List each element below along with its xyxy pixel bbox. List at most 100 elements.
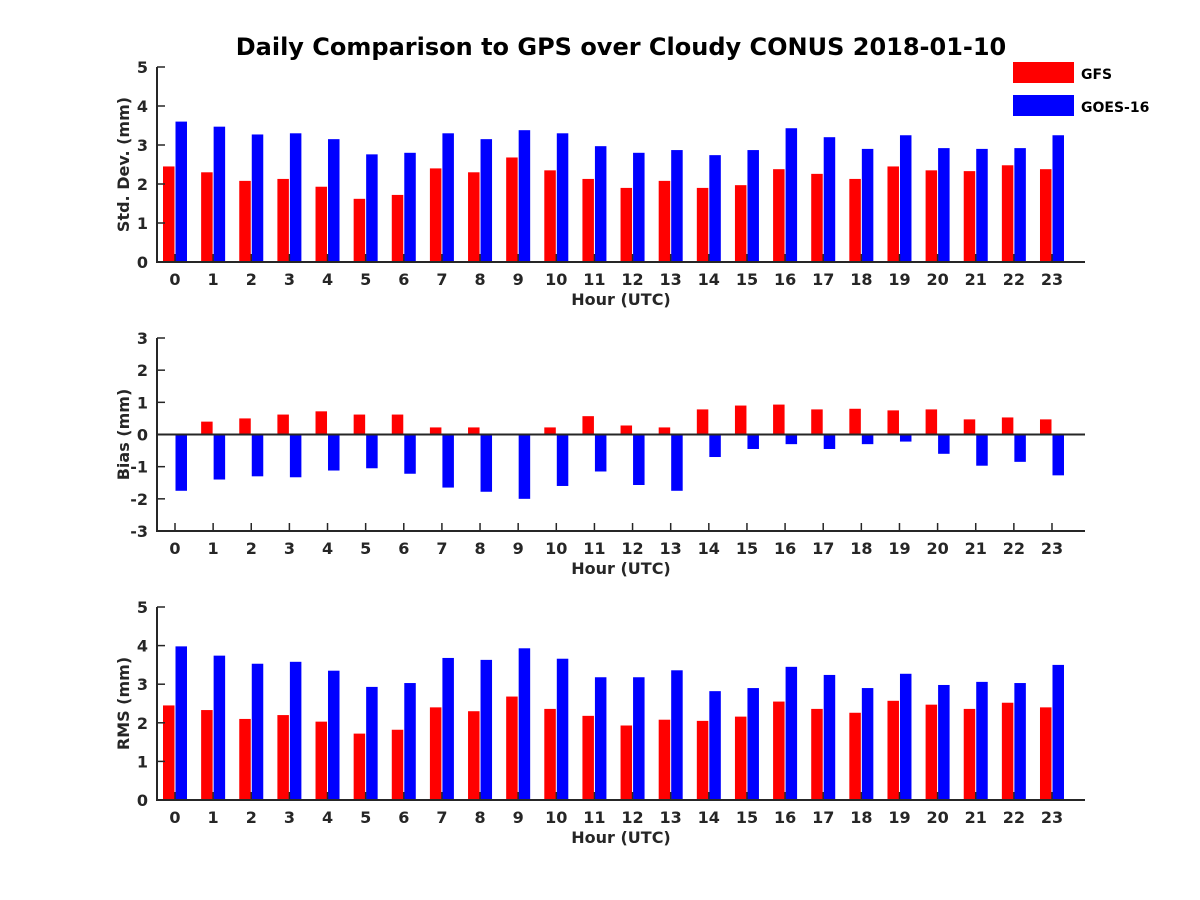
bar-goes16-h18 bbox=[861, 688, 874, 800]
bar-gfs-h16 bbox=[773, 404, 785, 435]
x-axis-label: Hour (UTC) bbox=[571, 290, 671, 309]
x-tick-label: 14 bbox=[698, 808, 720, 827]
bar-goes16-h8 bbox=[480, 139, 493, 262]
x-tick-label: 1 bbox=[208, 539, 219, 558]
bar-gfs-h1 bbox=[201, 172, 213, 262]
x-tick-label: 17 bbox=[812, 270, 834, 289]
bar-gfs-h5 bbox=[353, 198, 366, 262]
x-tick-label: 0 bbox=[169, 808, 180, 827]
bar-goes16-h12 bbox=[633, 152, 645, 262]
x-tick-label: 16 bbox=[774, 808, 796, 827]
bar-goes16-h15 bbox=[747, 434, 759, 449]
x-tick-label: 7 bbox=[436, 270, 447, 289]
bar-gfs-h13 bbox=[658, 180, 671, 262]
bar-gfs-h14 bbox=[696, 409, 709, 435]
y-tick-label: 4 bbox=[137, 637, 148, 656]
x-tick-label: 10 bbox=[545, 270, 567, 289]
x-tick-label: 4 bbox=[322, 270, 333, 289]
bar-goes16-h20 bbox=[938, 434, 950, 454]
x-tick-label: 0 bbox=[169, 539, 180, 558]
bar-goes16-h10 bbox=[556, 658, 569, 800]
x-tick-label: 6 bbox=[398, 808, 409, 827]
bar-goes16-h12 bbox=[633, 434, 645, 485]
bar-goes16-h16 bbox=[785, 666, 798, 800]
bar-gfs-h0 bbox=[163, 705, 175, 800]
bar-gfs-h13 bbox=[658, 719, 671, 800]
bar-gfs-h11 bbox=[582, 178, 594, 262]
x-tick-label: 22 bbox=[1003, 539, 1025, 558]
x-tick-label: 6 bbox=[398, 539, 409, 558]
x-tick-label: 19 bbox=[888, 539, 910, 558]
bar-goes16-h7 bbox=[442, 657, 454, 800]
bar-goes16-h12 bbox=[633, 677, 645, 800]
x-tick-label: 7 bbox=[436, 808, 447, 827]
x-tick-label: 23 bbox=[1041, 808, 1063, 827]
x-tick-label: 2 bbox=[246, 808, 257, 827]
legend-label-goes16: GOES-16 bbox=[1081, 100, 1149, 116]
bar-gfs-h7 bbox=[429, 707, 442, 800]
y-tick-label: 3 bbox=[137, 136, 148, 155]
bar-goes16-h19 bbox=[899, 673, 912, 800]
bar-gfs-h15 bbox=[734, 185, 747, 262]
bar-goes16-h22 bbox=[1014, 434, 1026, 462]
bar-gfs-h5 bbox=[353, 414, 366, 435]
bar-goes16-h17 bbox=[823, 434, 836, 449]
bar-gfs-h22 bbox=[1001, 417, 1014, 435]
x-tick-label: 8 bbox=[474, 539, 485, 558]
y-tick-label: 3 bbox=[137, 675, 148, 694]
bar-gfs-h19 bbox=[887, 410, 899, 435]
x-tick-label: 7 bbox=[436, 539, 447, 558]
bar-goes16-h17 bbox=[823, 137, 836, 262]
bar-goes16-h9 bbox=[518, 130, 531, 262]
bar-goes16-h11 bbox=[594, 146, 607, 262]
x-tick-label: 15 bbox=[736, 808, 758, 827]
bar-goes16-h13 bbox=[671, 434, 683, 491]
x-tick-label: 3 bbox=[284, 539, 295, 558]
bar-gfs-h11 bbox=[582, 715, 594, 800]
bar-goes16-h10 bbox=[556, 434, 569, 486]
bar-gfs-h1 bbox=[201, 421, 213, 435]
bar-goes16-h23 bbox=[1052, 664, 1064, 800]
bar-goes16-h8 bbox=[480, 434, 493, 492]
x-tick-label: 11 bbox=[583, 270, 605, 289]
y-tick-label: 5 bbox=[137, 598, 148, 617]
bar-goes16-h21 bbox=[976, 681, 988, 800]
x-tick-label: 22 bbox=[1003, 808, 1025, 827]
bar-goes16-h11 bbox=[594, 677, 607, 800]
x-tick-label: 8 bbox=[474, 808, 485, 827]
bar-goes16-h3 bbox=[289, 434, 302, 478]
x-tick-label: 10 bbox=[545, 539, 567, 558]
bar-gfs-h23 bbox=[1039, 707, 1052, 800]
bar-gfs-h2 bbox=[239, 418, 251, 435]
bar-gfs-h17 bbox=[811, 173, 823, 262]
bar-goes16-h15 bbox=[747, 150, 759, 262]
y-tick-label: 1 bbox=[137, 752, 148, 771]
x-tick-label: 17 bbox=[812, 539, 834, 558]
bar-gfs-h18 bbox=[849, 712, 861, 800]
x-tick-label: 9 bbox=[513, 539, 524, 558]
x-tick-label: 22 bbox=[1003, 270, 1025, 289]
bar-gfs-h23 bbox=[1039, 419, 1052, 435]
bar-gfs-h7 bbox=[429, 427, 442, 435]
bar-gfs-h4 bbox=[315, 186, 328, 262]
bar-gfs-h1 bbox=[201, 710, 213, 800]
x-axis-label: Hour (UTC) bbox=[571, 828, 671, 847]
legend-swatch-gfs bbox=[1013, 62, 1074, 83]
bar-gfs-h21 bbox=[963, 708, 976, 800]
bar-gfs-h12 bbox=[620, 725, 633, 800]
y-tick-label: -2 bbox=[130, 490, 148, 509]
bar-goes16-h8 bbox=[480, 659, 493, 800]
bar-gfs-h6 bbox=[391, 414, 404, 435]
y-tick-label: 2 bbox=[137, 361, 148, 380]
bar-gfs-h8 bbox=[468, 427, 480, 435]
x-tick-label: 17 bbox=[812, 808, 834, 827]
bar-gfs-h23 bbox=[1039, 169, 1052, 262]
x-tick-label: 18 bbox=[850, 539, 872, 558]
bar-goes16-h4 bbox=[328, 139, 340, 262]
bar-goes16-h3 bbox=[289, 661, 302, 800]
x-tick-label: 5 bbox=[360, 539, 371, 558]
bar-goes16-h13 bbox=[671, 150, 683, 262]
x-tick-label: 11 bbox=[583, 808, 605, 827]
x-tick-label: 6 bbox=[398, 270, 409, 289]
bar-gfs-h19 bbox=[887, 166, 899, 262]
